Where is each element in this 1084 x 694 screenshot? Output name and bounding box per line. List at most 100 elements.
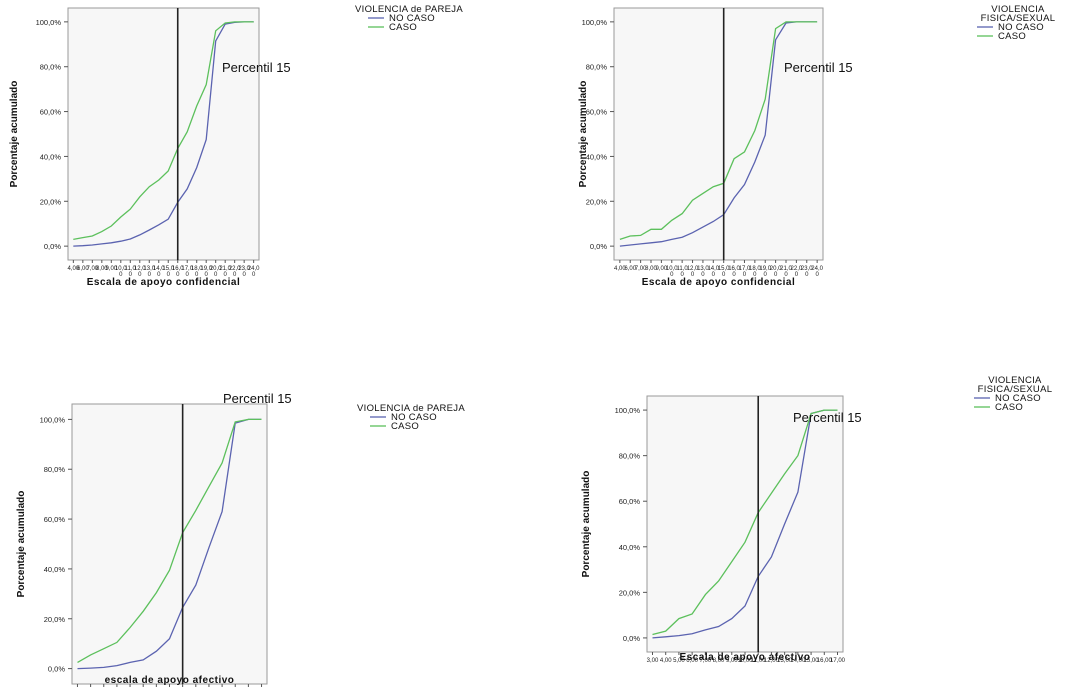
x-tick-label: 21,0 [780, 266, 792, 272]
x-tick-label: 20,0 [210, 266, 222, 272]
x-tick-label: 0 [732, 272, 736, 278]
x-tick-label: 8,00 [96, 266, 108, 272]
x-tick-label: 0 [119, 272, 123, 278]
legend-title: VIOLENCIA de PAREJA [357, 403, 465, 414]
chart-panel-1: 0,0% 20,0% 40,0% 60,0% 80,0% 100,0% 4,00 6,00 7,… [0, 0, 545, 305]
y-tick-label: 80,0% [619, 452, 641, 461]
x-tick-label: 6,00 [77, 266, 89, 272]
cumulative-chart-afectivo-fisica: 0,0% 20,0% 40,0% 60,0% 80,0% 100,0% 3,00 4,00 5,… [581, 375, 1052, 664]
x-tick-label: 24,0 [811, 266, 823, 272]
percentile-annotation: Percentil 15 [793, 410, 862, 425]
x-tick-label: 0 [680, 272, 684, 278]
y-tick-label: 100,0% [615, 406, 641, 415]
y-tick-label: 80,0% [586, 63, 608, 72]
x-tick-label: 13,0 [697, 266, 709, 272]
x-tick-label: 0 [129, 272, 133, 278]
x-tick-label: 3,00 [647, 658, 659, 664]
x-axis-label: escala de apoyo afectivo [105, 675, 235, 686]
x-tick-label: 4,00 [614, 266, 626, 272]
y-tick-label: 80,0% [40, 63, 62, 72]
x-tick-label: 16,0 [728, 266, 740, 272]
y-axis-label: Porcentaje acumulado [16, 491, 27, 598]
x-tick-label: 0 [214, 272, 218, 278]
legend-item-caso: CASO [995, 402, 1023, 413]
series-line-caso [652, 409, 838, 636]
x-tick-label: 18,0 [191, 266, 203, 272]
x-tick-label: 15,00 [804, 658, 820, 664]
y-tick-label: 40,0% [40, 152, 62, 161]
x-tick-label: 0 [224, 272, 228, 278]
y-tick-label: 60,0% [44, 515, 66, 524]
x-tick-label: 0 [195, 272, 199, 278]
legend-item-no-caso: NO CASO [391, 412, 437, 423]
x-tick-label: 0 [784, 272, 788, 278]
legend-title: VIOLENCIA [991, 4, 1045, 15]
x-tick-label: 23,0 [801, 266, 813, 272]
percentile-annotation: Percentil 15 [223, 391, 292, 406]
cumulative-chart-confidencial-pareja: 0,0% 20,0% 40,0% 60,0% 80,0% 100,0% 4,006,007,… [9, 4, 463, 288]
y-tick-label: 60,0% [619, 497, 641, 506]
x-tick-label: 11,00 [751, 658, 766, 664]
x-tick-label: 9,00 [656, 266, 668, 272]
legend-item-caso: CASO [998, 31, 1026, 42]
y-tick-label: 100,0% [36, 18, 62, 27]
x-tick-label: 0 [167, 272, 171, 278]
x-tick-label: 16,00 [817, 658, 833, 664]
x-axis-label: Escala de apoyo afectivo [680, 652, 811, 663]
x-tick-label: 12,00 [764, 658, 780, 664]
x-tick-label: 0 [712, 272, 716, 278]
x-tick-label: 16,0 [172, 266, 184, 272]
x-tick-label: 0 [774, 272, 778, 278]
x-tick-label: 0 [795, 272, 799, 278]
y-tick-label: 100,0% [40, 415, 66, 424]
chart-panel-3: 0,0%20,0%40,0%60,0%80,0%100,0%3,004,005,… [0, 370, 545, 694]
y-tick-label: 0,0% [44, 242, 61, 251]
series-line-caso [77, 418, 262, 663]
y-tick-label: 0,0% [623, 634, 640, 643]
series-line-no-caso [652, 409, 838, 639]
x-tick-label: 0 [670, 272, 674, 278]
x-tick-label: 11,0 [677, 266, 689, 272]
x-tick-label: 0 [242, 272, 246, 278]
chart-panel-4: 0,0% 20,0% 40,0% 60,0% 80,0% 100,0% 3,00 4,00 5,… [545, 370, 1084, 694]
legend-title: VIOLENCIA de PAREJA [355, 4, 463, 15]
y-tick-label: 80,0% [44, 465, 66, 474]
y-tick-label: 40,0% [44, 565, 66, 574]
plot-area [67, 7, 260, 261]
y-tick-label: 40,0% [619, 543, 641, 552]
x-tick-label: 8,00 [645, 266, 657, 272]
series-line-caso [73, 21, 254, 241]
x-tick-label: 10,00 [737, 658, 753, 664]
x-tick-label: 15,0 [718, 266, 730, 272]
legend-title: VIOLENCIA [988, 375, 1042, 386]
x-tick-label: 4,00 [68, 266, 80, 272]
plot-area [613, 7, 824, 261]
x-tick-label: 0 [252, 272, 256, 278]
x-tick-label: 17,00 [830, 658, 846, 664]
x-tick-label: 0 [753, 272, 757, 278]
x-tick-label: 0 [701, 272, 705, 278]
x-tick-label: 0 [805, 272, 809, 278]
x-tick-label: 0 [233, 272, 237, 278]
legend-item-no-caso: NO CASO [389, 13, 435, 24]
y-tick-label: 20,0% [619, 588, 641, 597]
y-axis-label: Porcentaje acumulado [9, 81, 20, 188]
x-tick-label: 0 [176, 272, 180, 278]
legend-item-caso: CASO [389, 22, 417, 33]
x-tick-label: 14,0 [153, 266, 165, 272]
cumulative-chart-confidencial-fisica: 0,0% 20,0% 40,0% 60,0% 80,0% 100,0% 4,006,007,… [578, 4, 1056, 288]
legend-item-no-caso: NO CASO [995, 393, 1041, 404]
x-tick-label: 9,00 [726, 658, 738, 664]
series-line-no-caso [619, 21, 818, 247]
y-tick-label: 0,0% [48, 665, 65, 674]
x-tick-label: 21,0 [219, 266, 231, 272]
x-tick-label: 12,0 [687, 266, 699, 272]
legend-title: FISICA/SEXUAL [981, 13, 1056, 24]
y-tick-label: 100,0% [582, 18, 608, 27]
legend-item-no-caso: NO CASO [998, 22, 1044, 33]
x-tick-label: 4,00 [660, 658, 672, 664]
x-tick-label: 19,0 [759, 266, 771, 272]
x-tick-label: 0 [815, 272, 819, 278]
x-tick-label: 10,0 [666, 266, 678, 272]
x-tick-label: 0 [148, 272, 152, 278]
